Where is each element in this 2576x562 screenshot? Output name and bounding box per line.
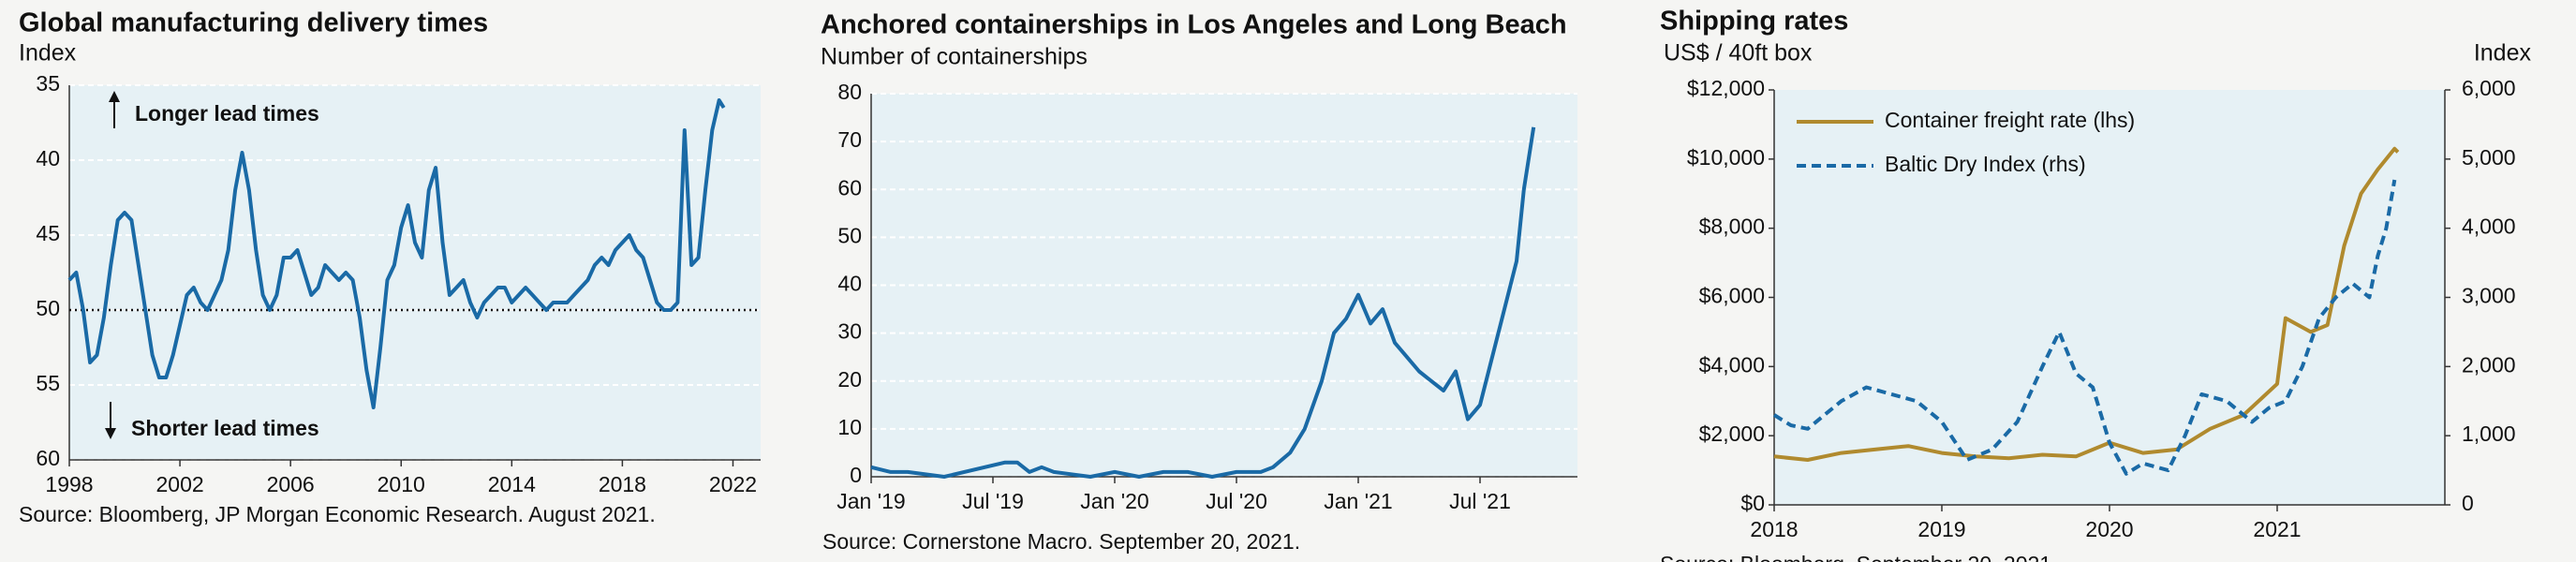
y-tick-label: 45 (36, 221, 60, 245)
x-tick-label: 1998 (45, 472, 93, 496)
y-tick-label: 70 (837, 127, 862, 152)
chart-title: Shipping rates (1660, 7, 1848, 37)
chart-title: Global manufacturing delivery times (19, 8, 488, 38)
y-axis-label: US$ / 40ft box (1664, 40, 1813, 67)
data-line (1772, 179, 2397, 476)
y-tick-label: $8,000 (1699, 214, 1765, 239)
y-tick-label: 40 (36, 146, 60, 170)
y-tick-label: 0 (850, 463, 862, 487)
plot-area (69, 85, 761, 460)
y-tick-label: $4,000 (1699, 352, 1765, 377)
y-tick-label: 30 (837, 319, 862, 344)
x-tick-label: 2020 (2085, 517, 2133, 541)
x-tick-label: Jul '20 (1206, 489, 1267, 513)
y2-tick-label: 3,000 (2462, 284, 2516, 308)
y-tick-label: 80 (837, 80, 862, 104)
y-tick-label: 40 (837, 272, 862, 296)
x-tick-label: 2006 (267, 472, 315, 496)
x-tick-label: 2019 (1917, 517, 1965, 541)
data-line (870, 126, 1536, 479)
y2-axis-label: Index (2474, 40, 2532, 67)
x-tick-label: Jul '19 (962, 489, 1024, 513)
legend-label: Container freight rate (lhs) (1885, 108, 2135, 132)
y-tick-label: 10 (837, 415, 862, 439)
y-tick-label: $12,000 (1687, 76, 1765, 100)
data-line (1773, 146, 2400, 462)
y-tick-label: $2,000 (1699, 422, 1765, 446)
chart-subtitle: Index (19, 40, 77, 67)
arrow-up-head (109, 91, 120, 102)
chart-subtitle: Number of containerships (821, 44, 1088, 70)
x-tick-label: Jan '20 (1080, 489, 1148, 513)
x-tick-label: 2018 (599, 472, 646, 496)
x-tick-label: Jan '19 (836, 489, 905, 513)
x-tick-label: 2021 (2253, 517, 2301, 541)
y-tick-label: 60 (36, 446, 60, 470)
y-tick-label: 50 (36, 296, 60, 320)
x-tick-label: 2022 (709, 472, 757, 496)
y-tick-label: $6,000 (1699, 284, 1765, 308)
x-tick-label: 2010 (378, 472, 425, 496)
data-line (67, 98, 726, 409)
y2-tick-label: 1,000 (2462, 422, 2516, 446)
y2-tick-label: 4,000 (2462, 214, 2516, 239)
x-tick-label: 2002 (155, 472, 203, 496)
arrow-down-head (105, 428, 116, 439)
legend-label: Baltic Dry Index (rhs) (1885, 152, 2086, 176)
y-tick-label: 60 (837, 175, 862, 200)
x-tick-label: 2014 (488, 472, 536, 496)
y-tick-label: 35 (36, 71, 60, 96)
y-tick-label: 20 (837, 367, 862, 392)
x-tick-label: Jan '21 (1324, 489, 1392, 513)
y-tick-label: 55 (36, 371, 60, 395)
y2-tick-label: 2,000 (2462, 352, 2516, 377)
source: Source: Bloomberg, JP Morgan Economic Re… (19, 502, 656, 526)
x-tick-label: Jul '21 (1449, 489, 1511, 513)
y-tick-label: $0 (1740, 491, 1765, 515)
annotation: Shorter lead times (131, 416, 319, 440)
annotation: Longer lead times (135, 101, 319, 126)
source: Source: Cornerstone Macro. September 20,… (822, 529, 1300, 554)
y2-tick-label: 0 (2462, 491, 2474, 515)
chart-title: Anchored containerships in Los Angeles a… (821, 10, 1567, 40)
y2-tick-label: 5,000 (2462, 145, 2516, 170)
y-tick-label: $10,000 (1687, 145, 1765, 170)
x-tick-label: 2018 (1750, 517, 1798, 541)
source: Source: Bloomberg. September 20, 2021. (1660, 552, 2057, 562)
y2-tick-label: 6,000 (2462, 76, 2516, 100)
y-tick-label: 50 (837, 223, 862, 247)
